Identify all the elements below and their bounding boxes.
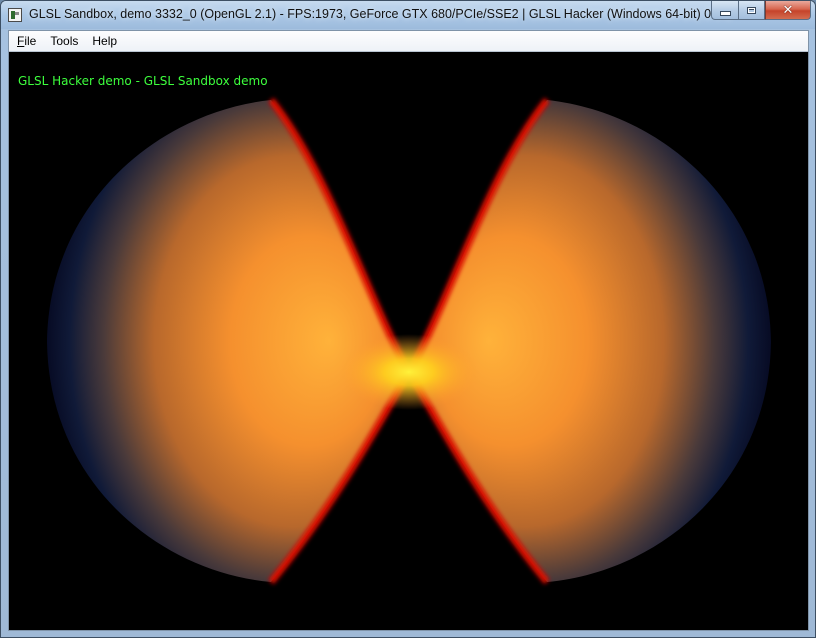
menu-file[interactable]: File [11, 32, 42, 50]
demo-overlay-text: GLSL Hacker demo - GLSL Sandbox demo [18, 74, 268, 88]
shader-render-canvas [9, 52, 808, 630]
menu-tools[interactable]: Tools [44, 32, 84, 50]
close-icon: ✕ [783, 4, 794, 17]
right-lobe [409, 100, 771, 582]
menu-file-label: ile [24, 34, 36, 48]
minimize-button[interactable] [711, 1, 738, 20]
title-bar[interactable]: GLSL Sandbox, demo 3332_0 (OpenGL 2.1) -… [1, 1, 815, 29]
maximize-icon [747, 7, 756, 14]
maximize-button[interactable] [738, 1, 765, 20]
client-area: File Tools Help [8, 30, 809, 631]
center-glow [339, 334, 479, 410]
window-controls: ✕ [711, 1, 811, 21]
minimize-icon [720, 11, 731, 16]
app-window-icon[interactable] [8, 8, 22, 22]
render-viewport[interactable]: GLSL Hacker demo - GLSL Sandbox demo [9, 52, 808, 630]
menu-tools-label: Tools [50, 34, 78, 48]
menu-help[interactable]: Help [86, 32, 123, 50]
left-lobe [47, 100, 409, 582]
close-button[interactable]: ✕ [765, 1, 811, 20]
menu-bar: File Tools Help [9, 31, 808, 52]
window-title: GLSL Sandbox, demo 3332_0 (OpenGL 2.1) -… [29, 7, 732, 21]
menu-help-label: Help [92, 34, 117, 48]
